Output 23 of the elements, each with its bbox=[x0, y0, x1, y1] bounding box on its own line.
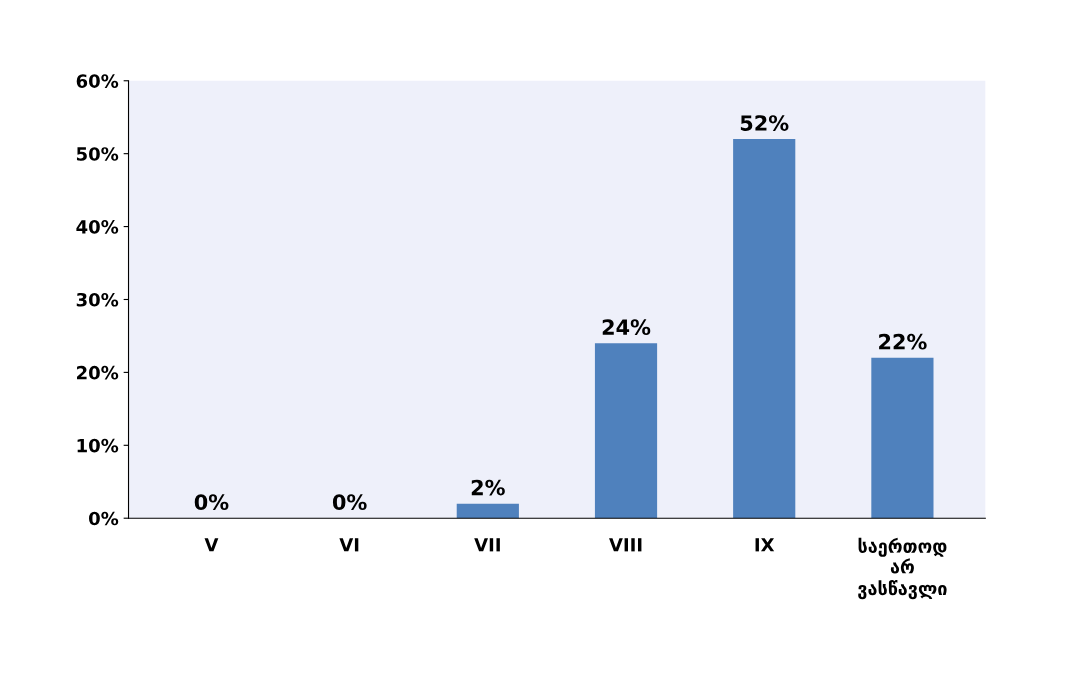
bar bbox=[594, 343, 658, 519]
data-label: 24% bbox=[602, 319, 651, 336]
y-tick-label: 60% bbox=[76, 74, 119, 88]
bar bbox=[733, 139, 796, 519]
bar bbox=[871, 357, 934, 519]
y-tick-label: 0% bbox=[89, 511, 119, 526]
data-label: 52% bbox=[740, 115, 789, 131]
data-label: 0% bbox=[332, 494, 367, 511]
data-label: 22% bbox=[879, 333, 927, 350]
x-tick-label: VIII bbox=[609, 538, 642, 552]
y-tick-label: 30% bbox=[76, 292, 119, 307]
data-label: 0% bbox=[194, 494, 229, 511]
x-tick-label: VII bbox=[474, 538, 500, 552]
x-tick-label: IX bbox=[755, 538, 775, 552]
y-tick-label: 10% bbox=[77, 438, 119, 453]
y-tick-label: 50% bbox=[76, 147, 119, 161]
bar bbox=[456, 503, 519, 519]
data-label: 2% bbox=[471, 479, 505, 496]
x-tick-label: საერთოდ არ ვასწავლი bbox=[858, 537, 947, 600]
y-tick-label: 20% bbox=[77, 365, 119, 380]
x-tick-label: V bbox=[204, 538, 219, 552]
x-tick-label: VI bbox=[339, 538, 359, 552]
y-tick-label: 40% bbox=[76, 220, 119, 234]
